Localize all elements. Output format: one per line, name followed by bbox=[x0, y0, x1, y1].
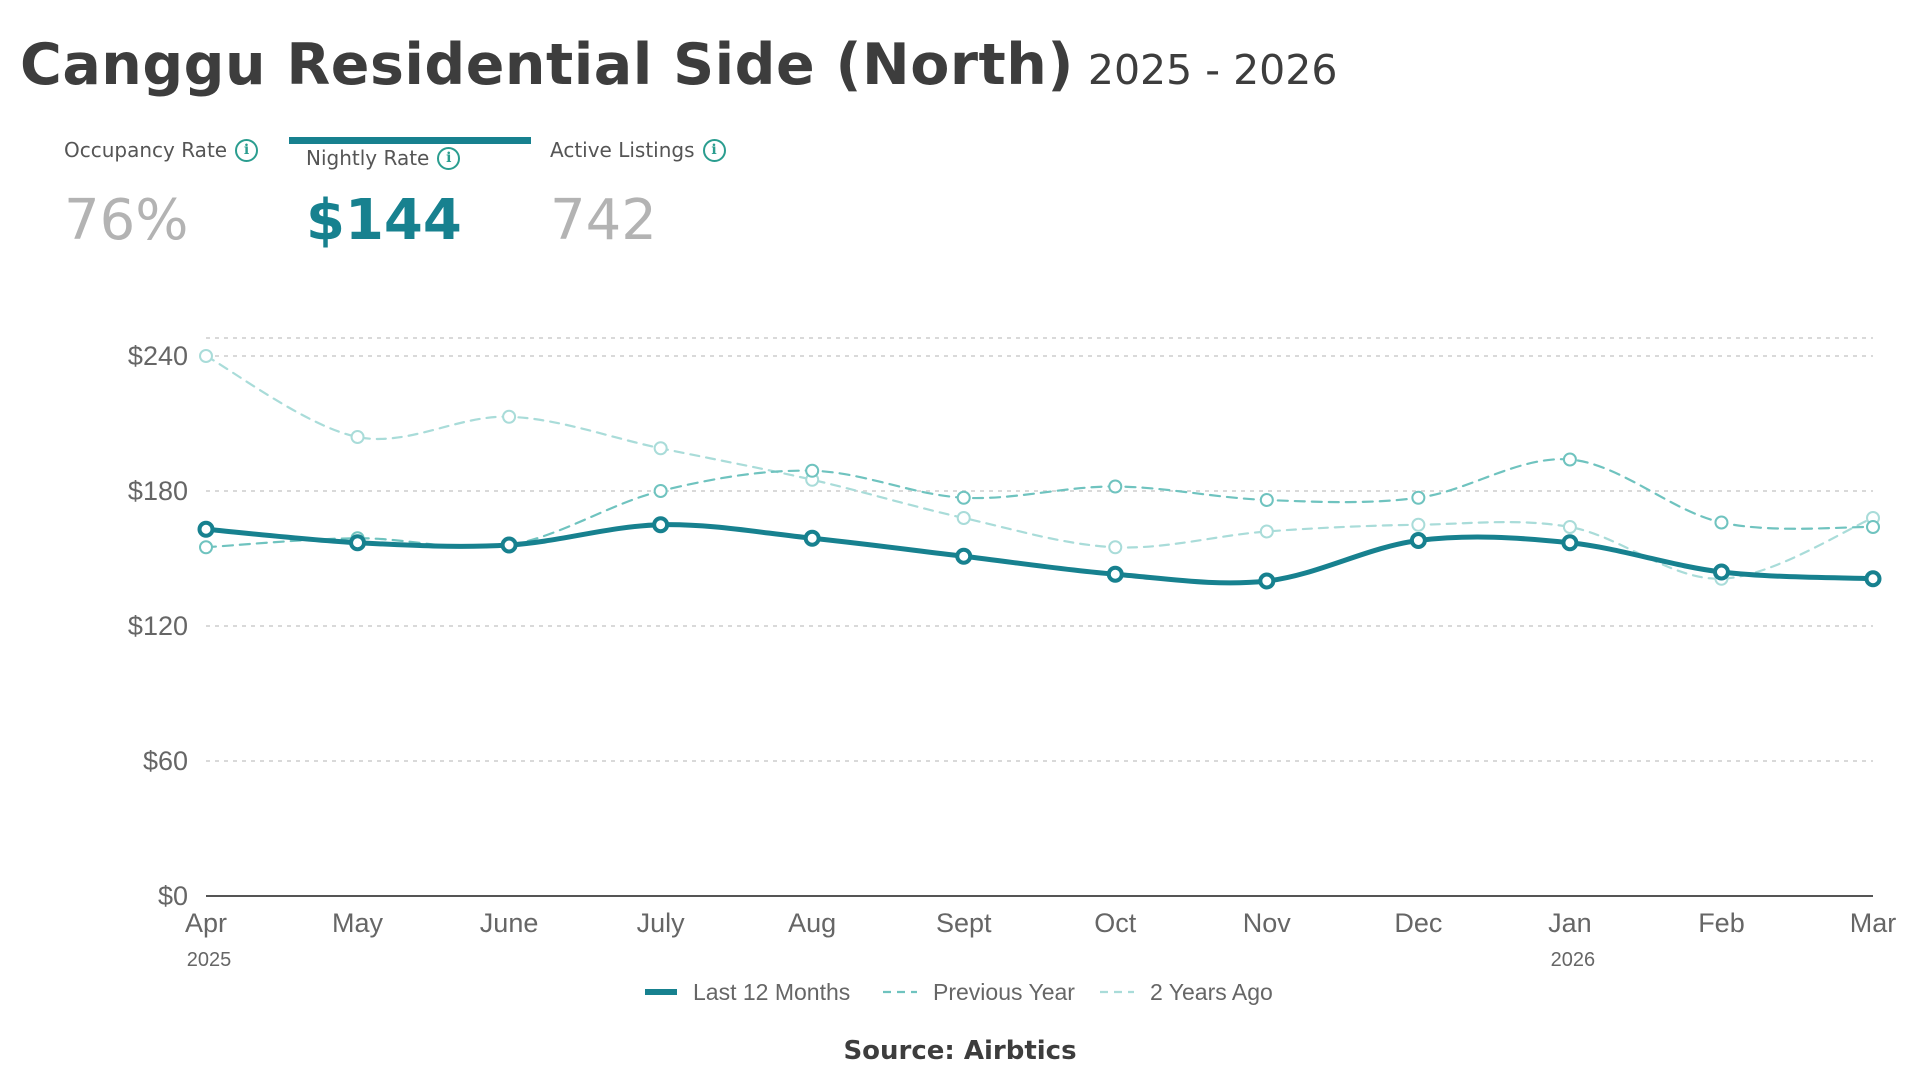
data-point bbox=[1562, 452, 1577, 467]
metric-label: Nightly Rate bbox=[306, 146, 430, 170]
x-tick-label: Oct bbox=[1094, 908, 1137, 938]
metric-value: 76% bbox=[64, 188, 189, 253]
legend: Last 12 Months Previous Year 2 Years Ago bbox=[645, 979, 1273, 1005]
data-point bbox=[653, 484, 668, 498]
info-circle-icon[interactable]: i bbox=[437, 146, 461, 170]
data-point bbox=[652, 516, 670, 534]
y-axis-tick-labels: $0 $60 $120 $180 $240 bbox=[128, 341, 188, 911]
legend-label: Last 12 Months bbox=[693, 979, 850, 1005]
x-tick-label: May bbox=[332, 908, 384, 938]
metric-label-row: Nightly Rate i bbox=[306, 146, 462, 170]
tab-occupancy-rate[interactable]: Occupancy Rate i 76% bbox=[64, 138, 259, 253]
y-tick-label: $120 bbox=[128, 611, 188, 641]
info-circle-icon[interactable]: i bbox=[702, 138, 726, 162]
data-point bbox=[197, 520, 215, 538]
tab-nightly-rate[interactable]: Nightly Rate i $144 bbox=[306, 146, 462, 253]
x-tick-label: Feb bbox=[1698, 908, 1745, 938]
metric-value: 742 bbox=[550, 188, 657, 253]
x-axis-tick-labels: Apr May June July Aug Sept Oct Nov Dec Jan Feb Mar 2… bbox=[185, 908, 1896, 971]
data-point bbox=[653, 441, 668, 456]
data-point bbox=[1411, 490, 1426, 505]
data-point bbox=[1561, 534, 1579, 552]
legend-item: 2 Years Ago bbox=[1100, 979, 1273, 1005]
series-2-years-ago bbox=[199, 349, 1880, 586]
x-tick-label: Jan bbox=[1548, 908, 1592, 938]
data-point bbox=[500, 536, 518, 554]
x-tick-label: July bbox=[637, 908, 686, 938]
metric-label-row: Occupancy Rate i bbox=[64, 138, 259, 162]
x-tick-label: June bbox=[480, 908, 539, 938]
x-tick-label: Apr bbox=[185, 908, 227, 938]
year-label: 2025 bbox=[187, 949, 232, 971]
series-line bbox=[203, 522, 1876, 586]
data-point bbox=[1108, 540, 1123, 555]
data-point bbox=[1714, 515, 1729, 530]
data-point bbox=[1106, 565, 1124, 583]
data-point bbox=[350, 430, 365, 444]
data-point bbox=[1411, 517, 1426, 532]
data-point bbox=[1562, 520, 1577, 534]
x-tick-label: Sept bbox=[936, 908, 992, 938]
data-point bbox=[1866, 520, 1880, 534]
y-tick-label: $180 bbox=[128, 476, 188, 506]
series-lines bbox=[197, 349, 1882, 590]
data-point bbox=[1712, 563, 1730, 581]
nightly-rate-line-chart: $0 $60 $120 $180 $240 Apr May June July Aug Sept O… bbox=[128, 337, 1896, 1005]
tab-active-listings[interactable]: Active Listings i 742 bbox=[550, 138, 726, 253]
y-tick-label: $240 bbox=[128, 341, 188, 371]
series-line bbox=[204, 458, 1875, 549]
gridlines bbox=[206, 337, 1873, 897]
legend-item: Last 12 Months bbox=[645, 979, 850, 1005]
data-point bbox=[1409, 532, 1427, 549]
y-tick-label: $0 bbox=[158, 881, 188, 911]
y-tick-label: $60 bbox=[143, 746, 188, 776]
data-point bbox=[956, 490, 971, 505]
series-last-12-months bbox=[197, 516, 1882, 590]
x-tick-label: Aug bbox=[788, 908, 836, 938]
data-point bbox=[805, 463, 820, 478]
data-point bbox=[199, 540, 213, 555]
page-subtitle: 2025 - 2026 bbox=[1087, 46, 1338, 94]
x-tick-label: Mar bbox=[1850, 908, 1897, 938]
series-line bbox=[204, 354, 1875, 580]
year-label: 2026 bbox=[1551, 949, 1596, 971]
metric-label: Occupancy Rate bbox=[64, 138, 228, 162]
info-circle-icon[interactable]: i bbox=[235, 138, 259, 162]
data-point bbox=[956, 511, 971, 525]
data-point bbox=[199, 349, 213, 363]
series-previous-year bbox=[199, 452, 1880, 555]
page-title: Canggu Residential Side (North) bbox=[20, 32, 1074, 98]
data-point bbox=[803, 529, 821, 547]
metric-label-row: Active Listings i bbox=[550, 138, 726, 162]
legend-label: Previous Year bbox=[933, 979, 1075, 1005]
data-point bbox=[1259, 493, 1274, 507]
data-point bbox=[1258, 572, 1276, 590]
x-tick-label: Nov bbox=[1243, 908, 1292, 938]
data-point bbox=[349, 534, 367, 552]
metric-value: $144 bbox=[306, 188, 462, 253]
chart-header: Canggu Residential Side (North) 2025 - 20… bbox=[20, 32, 1337, 98]
x-tick-label: Dec bbox=[1394, 908, 1442, 938]
metric-label: Active Listings bbox=[550, 138, 695, 162]
data-point bbox=[502, 409, 517, 424]
data-point bbox=[1259, 524, 1274, 539]
source-caption: Source: Airbtics bbox=[843, 1036, 1077, 1066]
data-point bbox=[1108, 479, 1123, 494]
data-point bbox=[955, 547, 973, 565]
legend-item: Previous Year bbox=[883, 979, 1075, 1005]
legend-label: 2 Years Ago bbox=[1150, 979, 1273, 1005]
data-point bbox=[1864, 570, 1882, 588]
